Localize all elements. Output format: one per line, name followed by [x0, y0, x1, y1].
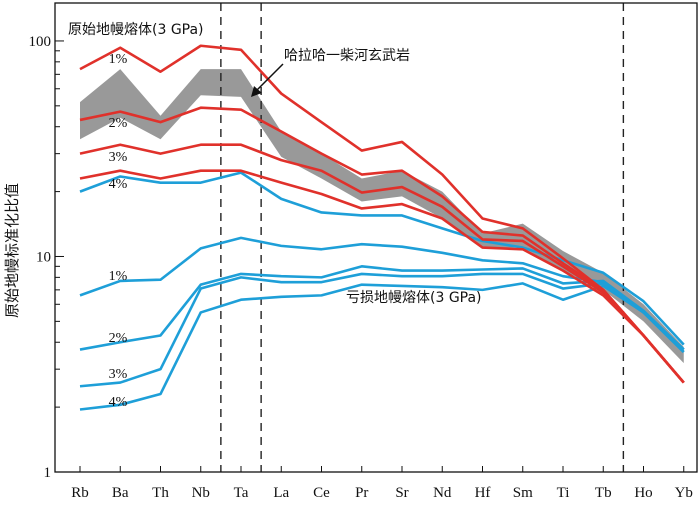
chart-svg: 1 10 100 Rb Ba Th Nb Ta La Ce Pr Sr Nd Hf Sm Ti Tb Ho Yb 原…: [0, 0, 700, 503]
dashed-divider-layer: [221, 3, 624, 472]
depleted-melt-title: 亏损地幔熔体(3 GPa): [346, 290, 482, 306]
series-label-primitive: 4%: [109, 177, 128, 192]
x-tick-label: Sr: [395, 485, 408, 501]
x-tick-label: Ba: [112, 485, 129, 501]
x-tick-label: La: [273, 485, 289, 501]
x-tick-label: Pr: [355, 485, 368, 501]
x-tick-label: Ce: [313, 485, 330, 501]
x-tick-label: Yb: [675, 485, 693, 501]
x-tick-label: Hf: [475, 485, 491, 501]
x-tick-label: Tb: [595, 485, 612, 501]
y-tick-label: 100: [29, 34, 52, 50]
x-tick-label: Rb: [71, 485, 89, 501]
x-tick-label: Nd: [433, 485, 452, 501]
series-lines-layer: [80, 46, 684, 410]
basalt-band-label: 哈拉哈一柴河玄武岩: [284, 47, 410, 64]
series-label-depleted: 3%: [109, 367, 128, 382]
x-tick-label: Th: [152, 485, 169, 501]
y-tick-label: 1: [44, 465, 52, 481]
x-tick-label: Sm: [513, 485, 533, 501]
y-tick-label: 10: [36, 249, 51, 265]
x-tick-label: Nb: [192, 485, 210, 501]
x-tick-label: Ta: [234, 485, 249, 501]
x-tick-label: Ti: [557, 485, 570, 501]
plot-frame: [55, 3, 697, 472]
spider-diagram: 1 10 100 Rb Ba Th Nb Ta La Ce Pr Sr Nd Hf Sm Ti Tb Ho Yb 原…: [0, 0, 700, 503]
series-label-depleted: 1%: [109, 269, 128, 284]
y-axis-label: 原始地幔标准化比值: [3, 183, 21, 318]
series-label-primitive: 2%: [109, 116, 128, 131]
primitive-melt-title: 原始地幔熔体(3 GPa): [68, 22, 204, 38]
series-label-primitive: 1%: [109, 52, 128, 67]
x-tick-label: Ho: [634, 485, 652, 501]
series-label-primitive: 3%: [109, 150, 128, 165]
series-label-depleted: 4%: [109, 395, 128, 410]
axes-layer: [55, 3, 697, 472]
series-label-depleted: 2%: [109, 331, 128, 346]
